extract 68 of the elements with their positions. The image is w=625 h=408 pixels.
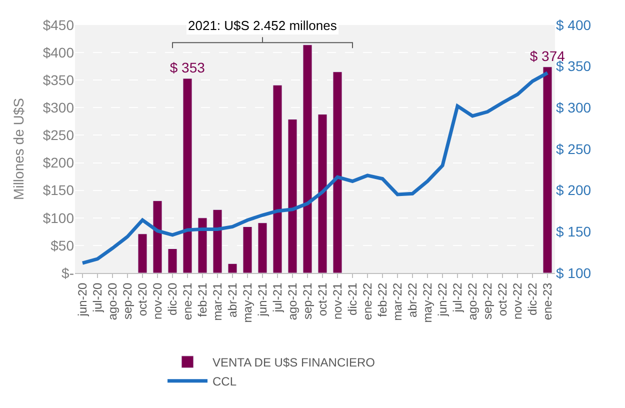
y2-tick-label: $ 400	[556, 16, 592, 33]
bar	[302, 44, 312, 273]
y-tick-label: $250	[42, 127, 74, 144]
y2-tick-label: $ 150	[556, 224, 592, 240]
y-tick-label: $150	[42, 182, 74, 198]
x-tick-label: may-21	[240, 282, 254, 323]
y-tick-label: $300	[42, 100, 74, 116]
bar	[168, 248, 178, 273]
bar	[258, 222, 268, 273]
y2-tick-label: $ 250	[556, 140, 592, 157]
x-tick-label: jun-20	[75, 282, 90, 318]
x-tick-label: sep-22	[480, 282, 494, 320]
bar	[228, 263, 238, 273]
x-tick-label: sep-20	[120, 282, 134, 320]
x-tick-label: mar-22	[390, 282, 404, 321]
x-tick-label: dic-21	[345, 282, 360, 316]
x-tick-label: ene-21	[180, 282, 194, 320]
y-tick-label: $200	[42, 154, 74, 171]
x-tick-label: ago-21	[285, 282, 300, 320]
bar	[318, 114, 328, 273]
x-tick-label: dic-22	[525, 282, 540, 316]
y2-tick-label: $ 100	[556, 264, 592, 281]
x-tick-label: abr-22	[405, 282, 420, 318]
y-tick-label: $50	[50, 237, 74, 254]
x-tick-label: ene-23	[540, 282, 554, 320]
x-tick-label: jul-20	[90, 282, 104, 314]
y-tick-label: $100	[42, 210, 74, 226]
x-tick-label: jun-21	[255, 282, 270, 318]
bar	[332, 72, 342, 273]
x-tick-label: ene-22	[360, 282, 374, 320]
x-tick-label: oct-20	[135, 282, 150, 316]
bar	[288, 118, 298, 273]
x-tick-label: ago-22	[465, 282, 480, 320]
y-axis-title: Millones de U$S	[10, 98, 26, 200]
x-tick-label: abr-21	[225, 282, 240, 318]
y-tick-label: $-	[62, 264, 74, 281]
bar	[138, 234, 148, 273]
bar	[212, 209, 222, 273]
x-tick-label: may-22	[420, 282, 434, 323]
legend-label: CCL	[212, 374, 237, 389]
x-tick-label: jul-22	[450, 282, 464, 314]
bar	[198, 218, 208, 273]
bar	[152, 200, 162, 273]
x-tick-label: nov-21	[330, 282, 344, 320]
x-tick-label: feb-22	[375, 282, 390, 317]
x-tick-label: oct-21	[315, 282, 330, 316]
y-tick-label: $400	[42, 44, 74, 60]
bar	[272, 84, 282, 273]
data-label: $ 353	[170, 59, 206, 76]
x-tick-label: ago-20	[105, 282, 120, 320]
x-tick-label: oct-22	[495, 282, 510, 316]
bar	[182, 78, 192, 273]
x-tick-label: jun-22	[435, 282, 450, 318]
x-tick-label: mar-21	[210, 282, 224, 321]
annotation: 2021: U$S 2.452 millones	[188, 18, 338, 33]
x-tick-label: nov-22	[510, 282, 524, 320]
y2-tick-label: $ 200	[556, 182, 592, 198]
bar	[242, 226, 252, 273]
bar	[542, 66, 552, 273]
y-tick-label: $350	[42, 72, 74, 88]
y-tick-label: $450	[42, 16, 74, 33]
legend-label: VENTA DE U$S FINANCIERO	[212, 356, 375, 370]
x-tick-label: jul-21	[270, 282, 284, 314]
x-tick-label: feb-21	[195, 282, 210, 317]
y2-tick-label: $ 300	[556, 100, 592, 116]
x-tick-label: sep-21	[300, 282, 314, 320]
x-tick-label: dic-20	[165, 282, 180, 316]
x-tick-label: nov-20	[150, 282, 164, 320]
